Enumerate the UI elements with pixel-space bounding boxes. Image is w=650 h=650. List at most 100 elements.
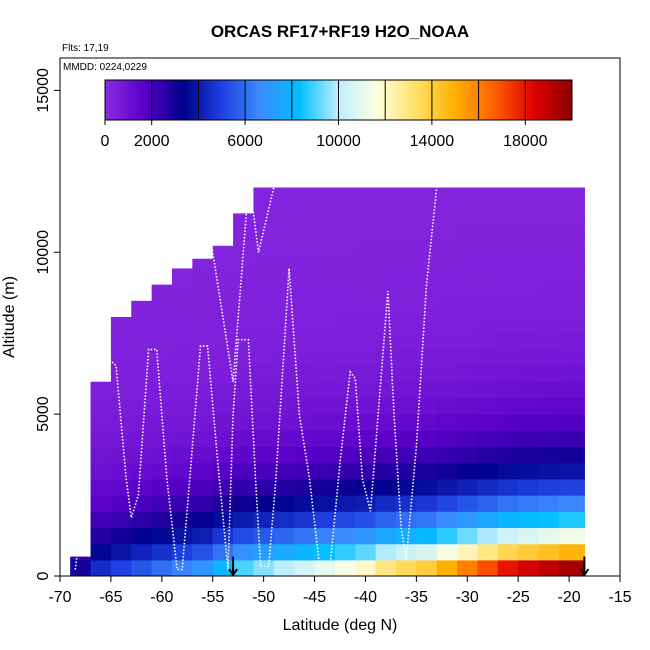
heatmap-cell [334, 527, 356, 545]
heatmap-cell [233, 349, 255, 367]
heatmap-cell [70, 556, 92, 561]
heatmap-cell [457, 495, 479, 512]
heatmap-cell [457, 511, 479, 529]
heatmap-cell [253, 462, 275, 480]
heatmap-cell [273, 284, 295, 302]
colorbar-swatch [543, 80, 547, 120]
heatmap-cell [294, 300, 316, 318]
heatmap-cell [233, 543, 255, 561]
heatmap-cell [110, 543, 132, 561]
colorbar-swatch [569, 80, 573, 120]
heatmap-cell [212, 252, 234, 270]
heatmap-cell [477, 559, 499, 576]
heatmap-cell [518, 236, 540, 253]
heatmap-cell [497, 219, 519, 237]
heatmap-cell [294, 333, 316, 350]
colorbar-swatch [329, 80, 332, 120]
heatmap-cell [558, 365, 575, 383]
colorbar-swatch [301, 80, 304, 120]
heatmap-cell [558, 187, 575, 205]
colorbar-swatch [487, 80, 491, 120]
heatmap-cell [294, 381, 316, 399]
heatmap-cell [558, 511, 575, 529]
heatmap-cell [212, 430, 234, 448]
heatmap-cell [518, 397, 540, 415]
heatmap-cell [477, 430, 499, 448]
heatmap-cell [294, 446, 316, 464]
heatmap-cell [212, 333, 234, 350]
heatmap-cell [477, 397, 499, 415]
heatmap-cell [192, 430, 214, 448]
heatmap-cell [334, 219, 356, 237]
heatmap-cell [518, 495, 540, 512]
heatmap-cell [574, 317, 585, 334]
heatmap-cell [192, 258, 214, 270]
colorbar-swatch [513, 80, 517, 120]
colorbar-swatch [238, 80, 241, 120]
heatmap-cell [172, 397, 193, 415]
heatmap-cell [294, 414, 316, 431]
y-tick-label: 10000 [35, 230, 52, 275]
colorbar-swatch [548, 80, 552, 120]
colorbar-swatch [242, 80, 246, 120]
heatmap-cell [558, 203, 575, 221]
heatmap-cell [110, 349, 132, 367]
heatmap-cell [253, 349, 275, 367]
heatmap-cell [574, 559, 585, 576]
heatmap-cell [375, 219, 397, 237]
heatmap-cell [192, 397, 214, 415]
heatmap-cell [273, 236, 295, 253]
heatmap-cell [151, 317, 173, 334]
heatmap-cell [172, 446, 193, 464]
heatmap-cell [131, 527, 153, 545]
heatmap-cell [436, 317, 458, 334]
heatmap-cell [538, 203, 560, 221]
heatmap-cell [192, 543, 214, 561]
heatmap-cell [355, 414, 377, 431]
heatmap-cell [355, 446, 377, 464]
heatmap-cell [558, 236, 575, 253]
colorbar-swatch [270, 80, 274, 120]
heatmap-cell [151, 284, 173, 302]
heatmap-cell [355, 317, 377, 334]
heatmap-cell [314, 381, 336, 399]
heatmap-cell [273, 365, 295, 383]
heatmap-cell [70, 559, 92, 576]
colorbar-swatch [441, 80, 445, 120]
plot-frame [59, 57, 621, 577]
heatmap-cell [477, 527, 499, 545]
flight-track-overlay [74, 186, 438, 571]
heatmap-cell [212, 365, 234, 383]
colorbar-swatch [387, 80, 391, 120]
colorbar-swatch [214, 80, 218, 120]
heatmap-cell [294, 511, 316, 529]
heatmap-cell [477, 365, 499, 383]
heatmap-cell [192, 446, 214, 464]
heatmap-cell [172, 478, 193, 496]
heatmap-cell [574, 397, 585, 415]
heatmap-cell [518, 187, 540, 205]
heatmap-cell [518, 219, 540, 237]
heatmap-cell [90, 414, 112, 431]
heatmap-cell [334, 317, 356, 334]
colorbar-swatch [144, 80, 148, 120]
heatmap-cell [90, 446, 112, 464]
colorbar-swatch [338, 80, 342, 120]
heatmap-cell [518, 333, 540, 350]
heatmap-cell [273, 268, 295, 286]
heatmap-cell [477, 236, 499, 253]
colorbar-swatch [210, 80, 213, 120]
heatmap-cell [233, 300, 255, 318]
heatmap-cell [416, 559, 438, 576]
colorbar-swatch [448, 80, 452, 120]
colorbar-swatch [158, 80, 162, 120]
y-tick-label: 15000 [35, 68, 52, 113]
colorbar-swatch [483, 80, 487, 120]
heatmap-cell [416, 236, 438, 253]
heatmap-cell [212, 478, 234, 496]
heatmap-cell [416, 268, 438, 286]
heatmap-cell [212, 245, 234, 253]
heatmap-cell [253, 187, 275, 205]
colorbar-swatch [364, 80, 368, 120]
colorbar-swatch [352, 80, 356, 120]
